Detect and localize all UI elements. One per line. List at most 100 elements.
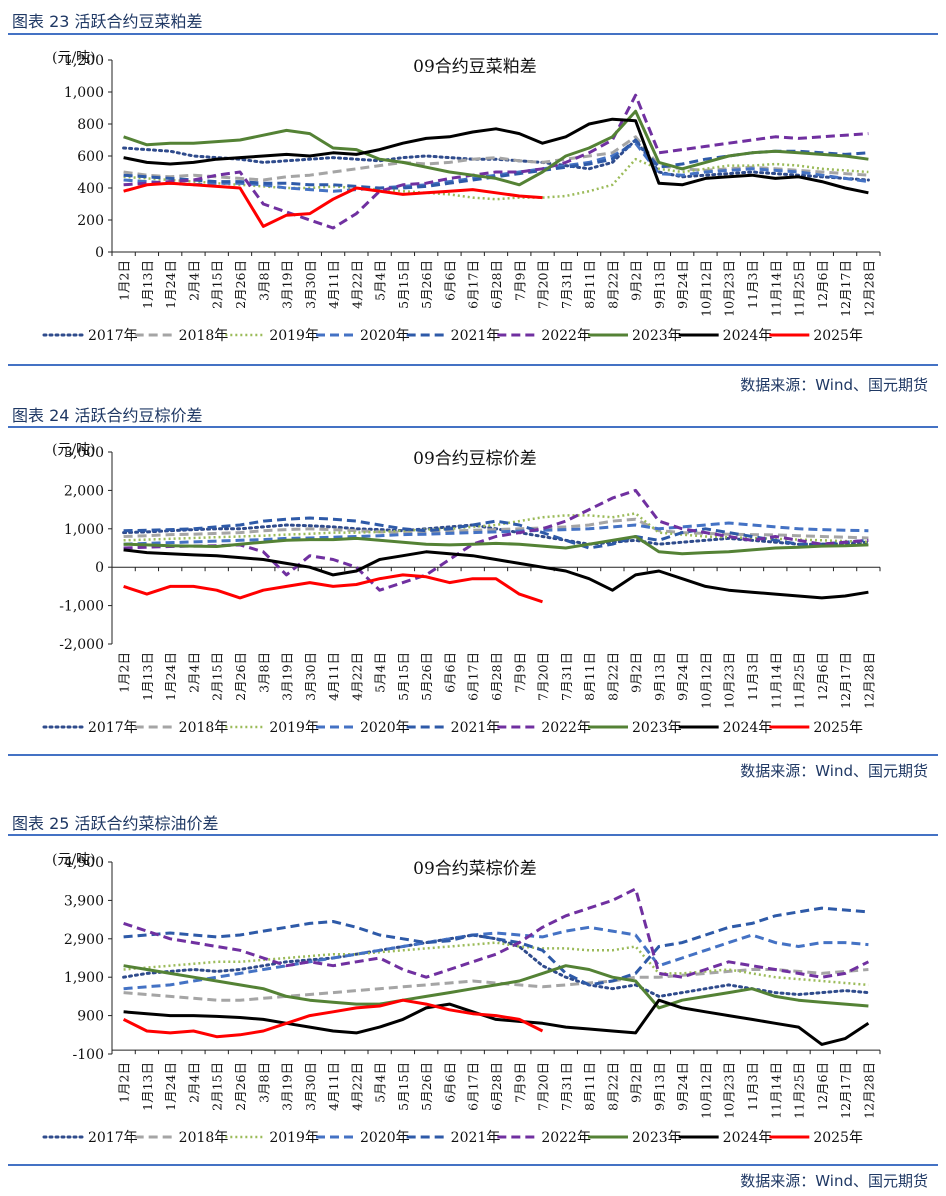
x-tick-label: 9月2日 (629, 1062, 644, 1103)
legend-label: 2023年 (632, 328, 682, 344)
x-tick-label: 5月26日 (419, 1062, 434, 1111)
series-line (123, 93, 869, 230)
x-tick-label: 12月6日 (815, 652, 830, 701)
x-tick-label: 6月28日 (489, 652, 504, 701)
legend-label: 2018年 (179, 1130, 229, 1146)
x-tick-label: 1月24日 (163, 652, 178, 701)
x-tick-label: 12月17日 (838, 260, 853, 317)
series-line (123, 138, 869, 190)
x-tick-label: 11月14日 (768, 1062, 783, 1119)
x-tick-label: 6月17日 (466, 1062, 481, 1111)
chart-24: 09合约豆棕价差 (元/吨) -2,000 -1,000 0 1,000 2,000 3,00… (42, 442, 881, 736)
series-line (123, 887, 870, 979)
x-tick-label: 6月6日 (442, 260, 457, 301)
y-unit-label: (元/吨) (52, 50, 96, 66)
x-tick-label: 12月17日 (838, 652, 853, 709)
x-tick-label: 9月24日 (675, 260, 690, 309)
figure-23-label: 图表 23 活跃合约豆菜粕差 (12, 12, 203, 31)
x-tick-label: 11月25日 (792, 652, 807, 709)
x-tick-label: 1月13日 (140, 1062, 155, 1111)
y-tick-label: 900 (77, 1009, 104, 1025)
x-tick-label: 7月31日 (559, 260, 574, 309)
y-tick-label: 1,900 (64, 970, 104, 986)
legend-label: 2019年 (269, 720, 319, 736)
x-tick-label: 9月2日 (629, 652, 644, 693)
x-tick-label: 11月25日 (792, 1062, 807, 1119)
legend-label: 2023年 (632, 720, 682, 736)
legend-label: 2021年 (451, 1130, 501, 1146)
x-tick-label: 2月26日 (233, 652, 248, 701)
legend-label: 2022年 (541, 328, 591, 344)
x-tick-label: 1月13日 (140, 652, 155, 701)
figure-24-label: 图表 24 活跃合约豆棕价差 (12, 406, 203, 425)
legend-label: 2017年 (88, 720, 138, 736)
legend-label: 2025年 (813, 720, 863, 736)
y-tick-label: 800 (77, 117, 104, 133)
legend-label: 2018年 (179, 328, 229, 344)
x-tick-label: 1月2日 (117, 1062, 132, 1103)
x-tick-label: 6月6日 (442, 652, 457, 693)
figure-25-top-rule (8, 834, 938, 836)
x-tick-label: 12月28日 (861, 1062, 876, 1119)
x-tick-label: 6月28日 (489, 260, 504, 309)
x-tick-label: 5月26日 (419, 260, 434, 309)
x-tick-label: 7月20日 (536, 1062, 551, 1111)
x-tick-label: 2月26日 (233, 1062, 248, 1111)
series-line (123, 521, 869, 546)
legend-label: 2022年 (541, 720, 591, 736)
chart-title: 09合约豆棕价差 (413, 449, 537, 469)
series-line (123, 488, 869, 592)
chart-title: 09合约豆菜粕差 (413, 57, 537, 77)
x-tick-label: 7月20日 (536, 260, 551, 309)
x-tick-label: 2月26日 (233, 260, 248, 309)
x-tick-label: 6月17日 (466, 652, 481, 701)
figure-24-source: 数据来源：Wind、国元期货 (740, 762, 928, 780)
x-tick-label: 1月24日 (163, 1062, 178, 1111)
x-tick-label: 5月4日 (373, 260, 388, 301)
x-tick-label: 9月2日 (629, 260, 644, 301)
legend-label: 2017年 (88, 328, 138, 344)
x-tick-label: 10月12日 (698, 652, 713, 709)
y-tick-label: 1,000 (64, 522, 104, 538)
x-tick-label: 5月15日 (396, 1062, 411, 1111)
x-tick-label: 11月3日 (745, 652, 760, 701)
x-tick-label: 8月11日 (582, 652, 597, 701)
y-unit-label: (元/吨) (52, 442, 96, 458)
x-tick-label: 5月26日 (419, 652, 434, 701)
series-line (123, 516, 869, 550)
chart-title: 09合约菜棕价差 (413, 859, 537, 879)
x-tick-label: 6月28日 (489, 1062, 504, 1111)
x-tick-label: 3月19日 (280, 652, 295, 701)
series-line (123, 941, 869, 987)
series-line (123, 968, 869, 1002)
series-line (123, 548, 869, 600)
x-tick-label: 11月14日 (768, 652, 783, 709)
x-tick-label: 9月13日 (652, 1062, 667, 1111)
figure-24-top-rule (8, 426, 938, 428)
x-tick-label: 6月17日 (466, 260, 481, 309)
y-tick-label: -100 (73, 1047, 104, 1063)
x-tick-label: 10月12日 (698, 260, 713, 317)
x-tick-label: 11月3日 (745, 1062, 760, 1111)
y-tick-label: 200 (77, 213, 104, 229)
x-tick-label: 7月20日 (536, 652, 551, 701)
x-tick-label: 3月8日 (256, 1062, 271, 1103)
series-line (123, 535, 869, 556)
x-tick-label: 12月28日 (861, 652, 876, 709)
x-tick-label: 2月4日 (186, 652, 201, 693)
legend-label: 2019年 (269, 328, 319, 344)
legend-label: 2017年 (88, 1130, 138, 1146)
x-tick-label: 9月13日 (652, 260, 667, 309)
x-tick-label: 10月12日 (698, 1062, 713, 1119)
x-tick-label: 5月4日 (373, 1062, 388, 1103)
legend-label: 2021年 (451, 720, 501, 736)
chart-25: 09合约菜棕价差 (元/吨) -100 900 1,900 2,900 3,900 4,900… (42, 852, 881, 1146)
x-tick-label: 9月24日 (675, 1062, 690, 1111)
x-tick-label: 4月22日 (349, 652, 364, 701)
y-tick-label: 1,200 (64, 53, 104, 69)
y-tick-label: 1,000 (64, 85, 104, 101)
series-line (123, 573, 543, 604)
x-tick-label: 10月23日 (722, 1062, 737, 1119)
x-tick-label: 12月6日 (815, 1062, 830, 1111)
x-tick-label: 3月30日 (303, 652, 318, 701)
